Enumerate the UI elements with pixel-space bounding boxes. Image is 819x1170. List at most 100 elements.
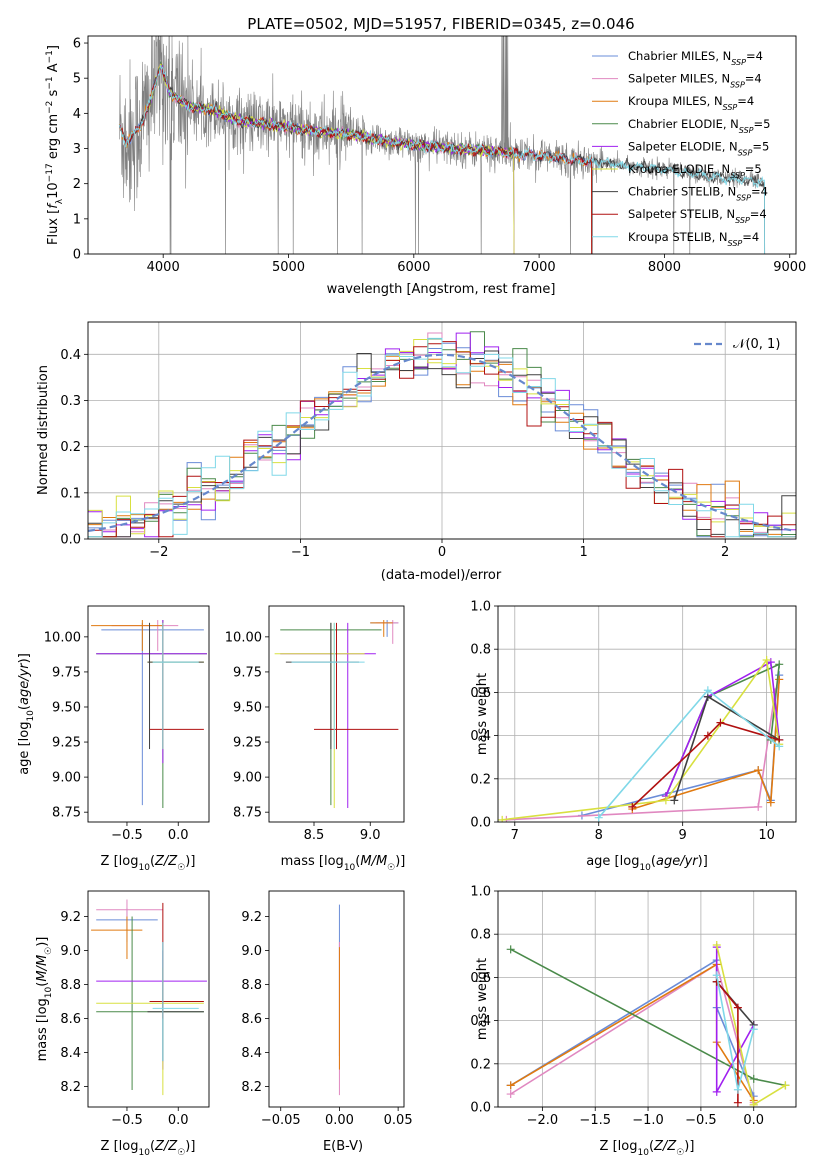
weight-marker bbox=[594, 813, 603, 822]
y-tick-label: 0.0 bbox=[60, 533, 81, 548]
axes-frame bbox=[87, 321, 797, 540]
weight-marker bbox=[749, 1100, 758, 1107]
y-tick-label: 0.6 bbox=[470, 686, 491, 701]
x-tick-label: −0.05 bbox=[261, 1113, 301, 1128]
spectrum-y-axis-label: Flux [fλ10−17 erg cm−2 s−1 A−1] bbox=[45, 45, 65, 245]
weight-marker bbox=[703, 731, 712, 740]
weight-line-5 bbox=[665, 660, 780, 797]
x-tick-label: 0.00 bbox=[325, 1113, 354, 1128]
y-tick-label: 8.6 bbox=[241, 1012, 262, 1027]
weight-marker bbox=[775, 660, 784, 669]
axes-frame bbox=[497, 890, 797, 1108]
weight-marker bbox=[749, 1025, 758, 1034]
figure-title: PLATE=0502, MJD=51957, FIBERID=0345, z=0… bbox=[247, 15, 634, 33]
histogram-step-7 bbox=[88, 350, 796, 538]
weight-marker bbox=[775, 742, 784, 751]
y-tick-label: 9.2 bbox=[60, 910, 81, 925]
weight-marker bbox=[733, 1003, 742, 1012]
y-tick-label: 0 bbox=[73, 248, 81, 263]
x-tick-label: 9.0 bbox=[360, 828, 381, 843]
legend-label: Salpeter STELIB, NSSP=4 bbox=[628, 207, 767, 225]
weight-marker bbox=[766, 658, 775, 667]
y-tick-label: 9.00 bbox=[52, 771, 81, 786]
y-tick-label: 0.1 bbox=[60, 486, 81, 501]
y-tick-label: 8.8 bbox=[60, 978, 81, 993]
points-mass_vs_Z bbox=[91, 899, 207, 1096]
legend-label: Salpeter ELODIE, NSSP=5 bbox=[628, 139, 769, 157]
x-tick-label: −2.0 bbox=[527, 1113, 559, 1128]
y-tick-label: 0.2 bbox=[60, 440, 81, 455]
y-tick-label: 9.50 bbox=[52, 700, 81, 715]
y-tick-label: 8.4 bbox=[60, 1046, 81, 1061]
y-tick-label: 0.2 bbox=[470, 1057, 491, 1072]
weight-marker bbox=[712, 941, 721, 949]
x-tick-label: 4000 bbox=[147, 260, 180, 275]
x-tick-label: 9 bbox=[679, 828, 687, 843]
mass-z-y-axis-label: mass [log10(M/M☉)] bbox=[35, 937, 54, 1062]
x-tick-label: 0.0 bbox=[743, 1113, 764, 1128]
x-tick-label: 8.5 bbox=[304, 828, 325, 843]
y-tick-label: 8.8 bbox=[241, 978, 262, 993]
weight-marker bbox=[766, 798, 775, 807]
series-massweight_vs_age bbox=[498, 656, 784, 822]
y-tick-label: 9.75 bbox=[52, 665, 81, 680]
legend-label: Kroupa ELODIE, NSSP=5 bbox=[628, 162, 762, 180]
weight-marker bbox=[775, 675, 784, 684]
axes-frame bbox=[87, 605, 210, 823]
axes-frame bbox=[497, 605, 797, 823]
mass-ebv-x-axis-label: E(B-V) bbox=[323, 1139, 363, 1154]
y-tick-label: 8.75 bbox=[233, 806, 262, 821]
y-tick-label: 9.00 bbox=[233, 771, 262, 786]
y-tick-label: 0.4 bbox=[470, 729, 491, 744]
x-tick-label: 0.0 bbox=[168, 828, 189, 843]
weight-marker bbox=[754, 802, 763, 811]
weight-z-x-axis-label: Z [log10(Z/Z☉)] bbox=[600, 1139, 695, 1158]
weight-marker bbox=[781, 1081, 790, 1090]
age-mass-x-axis-label: mass [log10(M/M☉)] bbox=[281, 854, 406, 873]
x-tick-label: 0.0 bbox=[168, 1113, 189, 1128]
weight-marker bbox=[733, 1098, 742, 1107]
y-tick-label: 0.3 bbox=[60, 394, 81, 409]
y-tick-label: 9.50 bbox=[233, 700, 262, 715]
x-tick-label: −0.5 bbox=[111, 828, 143, 843]
spectrum-model-line-9 bbox=[118, 65, 766, 254]
axes-frame bbox=[268, 890, 405, 1108]
y-tick-label: 0.6 bbox=[470, 971, 491, 986]
x-tick-label: 8000 bbox=[648, 260, 681, 275]
age-z-x-axis-label: Z [log10(Z/Z☉)] bbox=[101, 854, 196, 873]
weight-marker bbox=[661, 796, 670, 805]
weight-marker bbox=[498, 815, 507, 822]
x-tick-label: 6000 bbox=[397, 260, 430, 275]
axes-age_vs_mass: 8.5 9.0 8.75 9.00 9.25 9.50 9.75 10.00 mass [log… bbox=[225, 605, 406, 873]
weight-marker bbox=[506, 945, 515, 954]
normal-curve bbox=[88, 353, 794, 532]
weight-marker bbox=[712, 1087, 721, 1096]
y-tick-label: 5 bbox=[73, 72, 81, 87]
axes-massweight_vs_age: 7 8 9 10 0.0 0.2 0.4 0.6 0.8 1.0 age [log10(age/yr… bbox=[470, 600, 797, 873]
x-tick-label: −2 bbox=[149, 545, 168, 560]
weight-marker bbox=[712, 971, 721, 980]
x-tick-label: 1 bbox=[579, 545, 587, 560]
y-tick-label: 9.75 bbox=[233, 665, 262, 680]
x-tick-label: 9000 bbox=[773, 260, 806, 275]
residuals-x-axis-label: (data-model)/error bbox=[381, 568, 502, 583]
y-tick-label: 1.0 bbox=[470, 600, 491, 615]
weight-marker bbox=[749, 1074, 758, 1083]
axes-residuals: −2 −1 0 1 2 0.0 0.1 0.2 0.3 0.4 𝒩(0, 1) (data-model… bbox=[36, 321, 797, 583]
axes-frame bbox=[268, 605, 405, 823]
y-tick-label: 4 bbox=[73, 107, 81, 122]
x-tick-label: −1.5 bbox=[579, 1113, 611, 1128]
legend-label: Chabrier MILES, NSSP=4 bbox=[628, 49, 763, 67]
axes-massweight_vs_Z: −2.0 −1.5 −1.0 −0.5 0.0 0.0 0.2 0.4 0.6 0.8 1.0 Z [… bbox=[470, 885, 797, 1158]
weight-age-y-axis-label: mass weight bbox=[475, 673, 490, 755]
y-tick-label: 10.00 bbox=[225, 630, 262, 645]
x-tick-label: 7000 bbox=[523, 260, 556, 275]
weight-marker bbox=[703, 686, 712, 695]
legend-label: Chabrier STELIB, NSSP=4 bbox=[628, 185, 768, 203]
legend-label: Kroupa MILES, NSSP=4 bbox=[628, 94, 754, 112]
x-tick-label: 8 bbox=[595, 828, 603, 843]
y-tick-label: 8.2 bbox=[60, 1080, 81, 1095]
axes-mass_vs_Z: −0.5 0.0 8.2 8.4 8.6 8.8 9.0 9.2 Z [log10(Z/Z☉)]… bbox=[35, 890, 210, 1158]
weight-marker bbox=[754, 766, 763, 775]
y-tick-label: 6 bbox=[73, 37, 81, 52]
